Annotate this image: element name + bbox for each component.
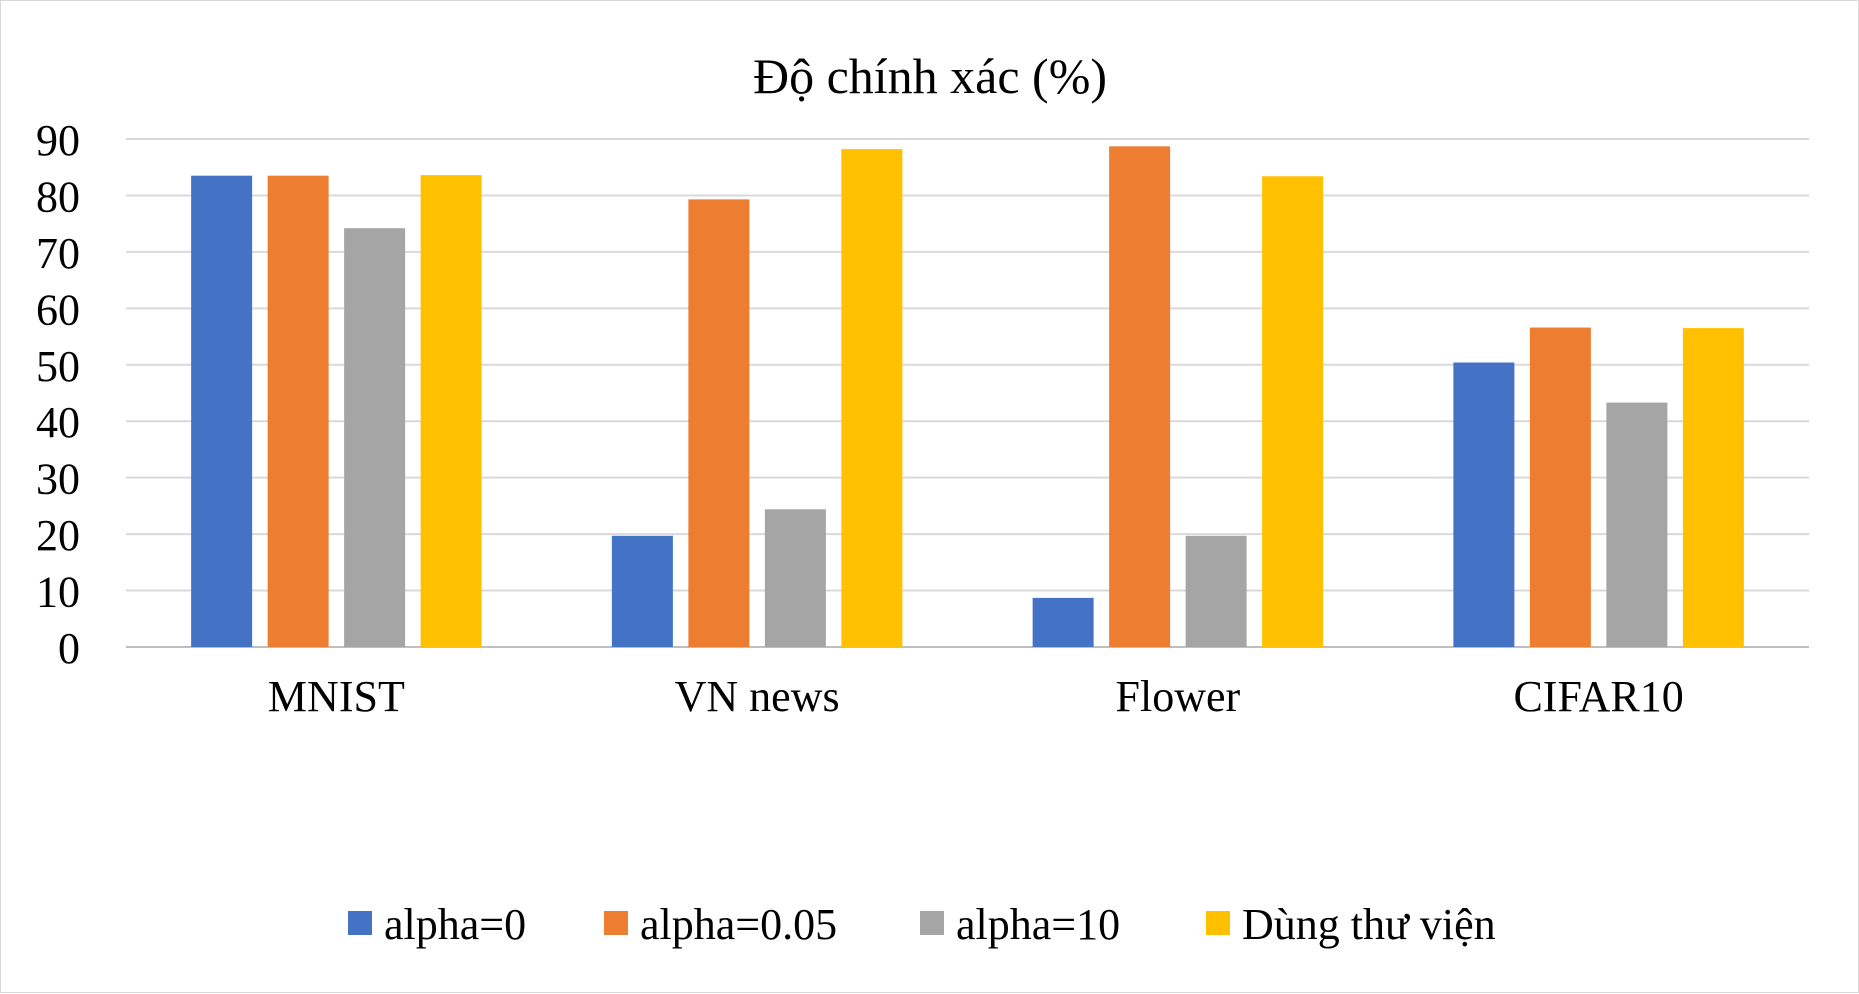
y-tick-label: 70 [36,229,80,278]
bar [1606,402,1668,647]
legend-label: alpha=10 [956,900,1120,949]
bar [841,149,903,647]
legend-swatch [920,911,944,935]
x-category-label: CIFAR10 [1513,672,1683,721]
y-tick-label: 20 [36,511,80,560]
bar [1185,535,1247,647]
x-category-label: Flower [1116,672,1241,721]
bar [688,199,750,647]
bar [344,228,406,647]
chart-title: Độ chính xác (%) [753,48,1107,104]
legend-swatch [604,911,628,935]
y-tick-label: 60 [36,285,80,334]
x-category-label: VN news [675,672,840,721]
legend-swatch [348,911,372,935]
bar [420,175,482,647]
bar [191,175,253,647]
bar [1453,362,1515,647]
y-tick-label: 0 [58,624,80,673]
y-tick-label: 30 [36,455,80,504]
gridlines [126,138,1809,648]
bars [191,146,1744,648]
y-tick-label: 90 [36,116,80,165]
y-axis-ticks: 0 10 20 30 40 50 60 70 80 90 [36,116,80,673]
legend-swatch [1206,911,1230,935]
bar [1682,328,1744,647]
y-tick-label: 40 [36,398,80,447]
legend-label: alpha=0.05 [640,900,837,949]
legend: alpha=0 alpha=0.05 alpha=10 Dùng thư viện [348,900,1496,949]
legend-label: Dùng thư viện [1242,900,1496,949]
bar [1262,176,1324,647]
y-tick-label: 80 [36,172,80,221]
bar [267,175,329,647]
y-tick-label: 50 [36,342,80,391]
bar [1529,327,1591,647]
y-tick-label: 10 [36,568,80,617]
x-axis-categories: MNIST VN news Flower CIFAR10 [268,672,1684,721]
legend-label: alpha=0 [384,900,526,949]
x-category-label: MNIST [268,672,405,721]
bar [611,535,673,647]
bar [1032,597,1094,647]
bar [1109,146,1171,648]
bar [764,509,826,647]
